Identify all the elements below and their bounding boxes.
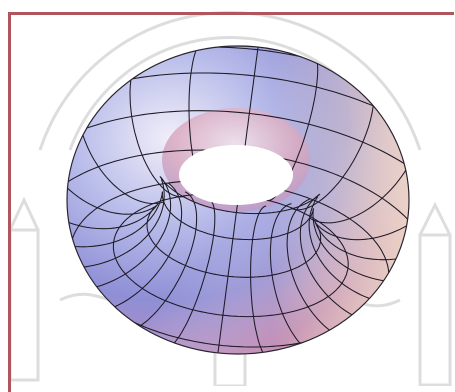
mesh-meridian bbox=[216, 204, 238, 354]
mesh-meridian bbox=[308, 196, 409, 306]
mesh-meridian bbox=[309, 92, 409, 224]
mesh-meridian bbox=[67, 179, 165, 269]
mesh-parallel bbox=[146, 204, 322, 278]
mesh-parallel bbox=[67, 110, 409, 304]
torus-outline bbox=[66, 45, 410, 355]
torus-hole bbox=[179, 145, 293, 205]
mesh-parallel bbox=[161, 191, 315, 241]
mesh-meridian bbox=[238, 46, 260, 196]
mesh-parallel bbox=[159, 175, 321, 215]
mesh-meridian bbox=[250, 205, 271, 354]
mesh-parallel bbox=[67, 72, 409, 227]
mesh-parallel bbox=[112, 193, 349, 318]
mesh-meridian bbox=[164, 199, 216, 350]
mesh-meridian bbox=[67, 120, 159, 230]
mesh-parallel bbox=[67, 149, 409, 354]
mesh-meridian bbox=[67, 176, 172, 292]
